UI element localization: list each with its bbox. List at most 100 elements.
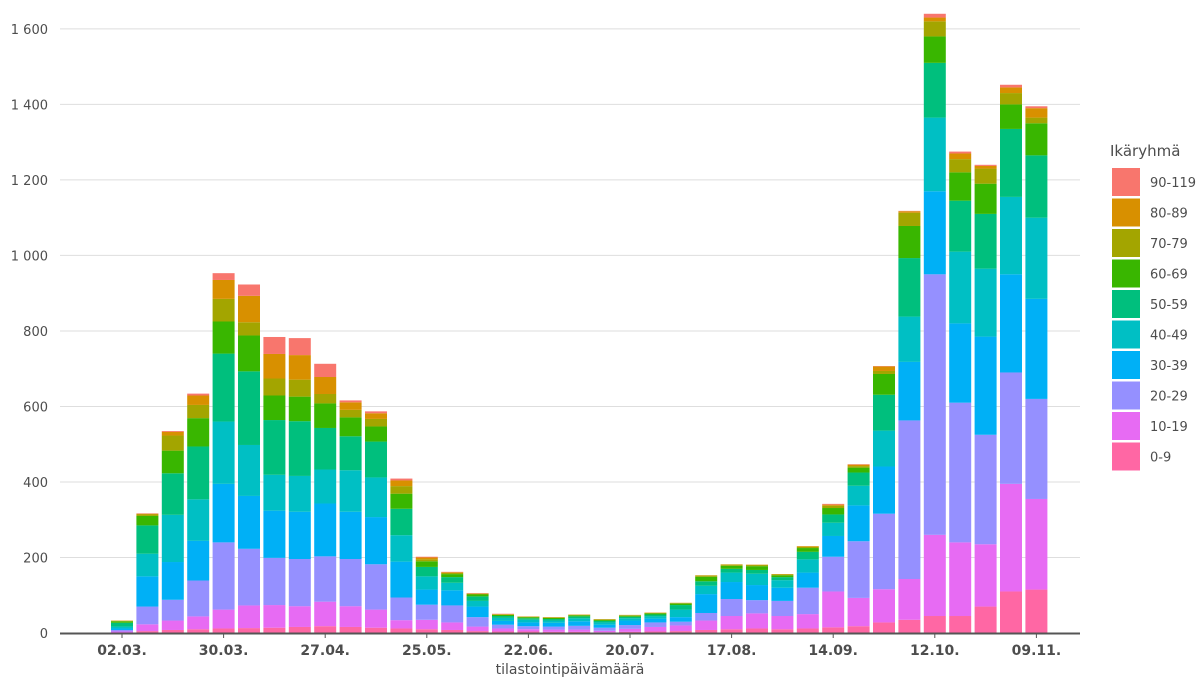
bar-segment: [466, 594, 489, 597]
bar-segment: [949, 172, 972, 201]
bar-segment: [314, 377, 337, 394]
x-tick-label: 22.06.: [504, 643, 554, 659]
bar-stack: [212, 273, 235, 633]
bar-segment: [619, 618, 641, 621]
legend-label: 90-119: [1150, 176, 1196, 191]
bar-segment: [568, 625, 591, 630]
bar-segment: [288, 421, 311, 476]
bar-segment: [593, 627, 616, 631]
bar-segment: [949, 616, 972, 633]
bar-segment: [923, 17, 946, 22]
bar-segment: [847, 505, 870, 542]
legend-swatch: [1112, 381, 1140, 410]
bar-segment: [644, 622, 667, 627]
bar-stack: [517, 616, 540, 633]
bar-stack: [949, 151, 972, 633]
bar-segment: [923, 62, 946, 118]
bar-segment: [746, 569, 768, 574]
bar-segment: [161, 431, 184, 436]
bar-stack: [390, 478, 413, 633]
bar-segment: [111, 626, 133, 629]
bar-segment: [847, 541, 870, 598]
bar-segment: [212, 609, 235, 629]
bar-segment: [695, 594, 718, 613]
bar-stack: [771, 574, 794, 633]
x-tick-label: 30.03.: [199, 643, 249, 659]
bar-segment: [771, 600, 794, 617]
bar-stack: [263, 336, 286, 633]
bar-segment: [390, 486, 413, 494]
bar-segment: [441, 629, 464, 633]
bar-stack: [1025, 106, 1048, 633]
bar-stack: [974, 164, 997, 633]
bar-segment: [949, 159, 972, 173]
bar-segment: [263, 420, 286, 475]
bar-segment: [720, 616, 743, 630]
bar-stack: [111, 620, 133, 633]
bar-segment: [873, 513, 895, 590]
bar-segment: [644, 631, 667, 633]
bar-segment: [111, 631, 133, 633]
bar-segment: [746, 628, 768, 633]
bar-segment: [1025, 106, 1048, 109]
bar-segment: [898, 258, 921, 317]
bar-segment: [212, 279, 235, 299]
bar-segment: [542, 629, 565, 632]
bar-segment: [161, 629, 184, 633]
bar-segment: [898, 211, 921, 213]
bar-segment: [415, 566, 438, 577]
bar-segment: [441, 590, 464, 606]
bar-segment: [923, 534, 946, 617]
bar-stack: [796, 546, 819, 633]
bar-segment: [365, 426, 387, 442]
legend-swatch: [1112, 442, 1140, 471]
bar-segment: [873, 622, 895, 633]
legend-label: 40-49: [1150, 329, 1188, 344]
bar-segment: [161, 435, 184, 451]
bar-segment: [593, 624, 616, 628]
bar-segment: [212, 298, 235, 322]
bar-segment: [187, 446, 210, 500]
bar-segment: [238, 548, 260, 606]
bar-segment: [1025, 155, 1048, 218]
bar-segment: [212, 421, 235, 484]
bar-segment: [111, 628, 133, 630]
bar-segment: [238, 322, 260, 336]
bar-segment: [949, 542, 972, 617]
bar-segment: [923, 117, 946, 192]
legend-swatch: [1112, 168, 1140, 196]
bar-segment: [492, 616, 514, 618]
bar-segment: [390, 480, 413, 487]
bar-segment: [1025, 398, 1048, 499]
bar-segment: [669, 631, 692, 633]
bar-segment: [161, 450, 184, 474]
bar-segment: [161, 562, 184, 600]
bar-segment: [873, 366, 895, 371]
bar-segment: [974, 165, 997, 169]
bar-segment: [314, 403, 337, 428]
bar-segment: [288, 379, 311, 397]
legend-item: 20-29: [1112, 381, 1188, 410]
bar-segment: [669, 617, 692, 622]
legend-label: 0-9: [1150, 451, 1171, 466]
bar-segment: [796, 587, 819, 615]
bar-segment: [339, 436, 362, 471]
bar-segment: [746, 585, 768, 601]
bar-stack: [1000, 84, 1022, 633]
legend-swatch: [1112, 320, 1140, 349]
bar-segment: [796, 548, 819, 552]
bar-segment: [365, 564, 387, 610]
bar-segment: [974, 168, 997, 184]
bar-segment: [517, 618, 540, 620]
bar-segment: [619, 625, 641, 629]
bar-segment: [974, 434, 997, 545]
bar-segment: [796, 559, 819, 573]
bar-segment: [1025, 589, 1048, 633]
bar-segment: [568, 629, 591, 632]
bar-segment: [390, 493, 413, 509]
bar-segment: [212, 321, 235, 354]
bar-segment: [695, 576, 718, 582]
bar-segment: [365, 441, 387, 478]
bar-segment: [492, 617, 514, 621]
bar-stack: [873, 366, 895, 633]
